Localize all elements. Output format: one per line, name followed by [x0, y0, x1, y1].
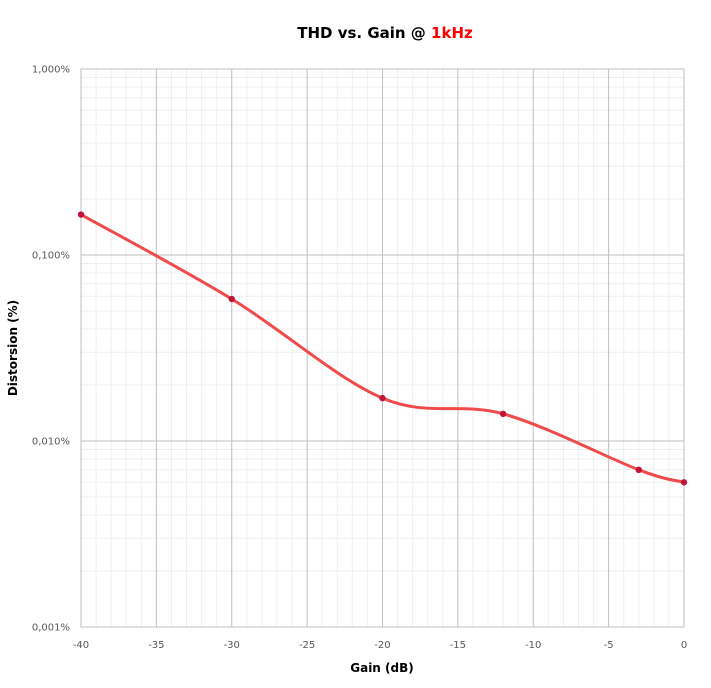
x-axis-title: Gain (dB) — [350, 661, 414, 675]
chart-title-highlight: 1kHz — [431, 24, 473, 42]
data-point — [680, 479, 688, 486]
data-point — [635, 466, 642, 474]
data-point — [379, 394, 386, 402]
plot-area — [80, 68, 685, 628]
x-tick-label: -5 — [604, 640, 614, 651]
series-line — [79, 213, 686, 484]
x-tick-label: -15 — [450, 640, 466, 651]
data-point — [499, 410, 507, 418]
y-tick-label: 1,000% — [32, 65, 70, 76]
x-tick-label: -20 — [374, 640, 390, 651]
x-tick-label: -35 — [148, 640, 164, 651]
data-point — [228, 295, 235, 303]
series-markers — [77, 211, 688, 486]
data-point — [77, 211, 85, 218]
x-tick-label: -40 — [73, 640, 89, 651]
chart-title-main: THD vs. Gain @ — [297, 24, 431, 42]
x-tick-label: -25 — [299, 640, 315, 651]
x-axis-ticks: -40 -35 -30 -25 -20 -15 -10 -5 0 — [73, 640, 687, 651]
y-axis-ticks: 0,001% 0,010% 0,100% 1,000% — [32, 65, 70, 634]
y-tick-label: 0,100% — [32, 251, 70, 262]
chart-title: THD vs. Gain @ 1kHz — [297, 24, 473, 42]
x-tick-label: 0 — [681, 640, 687, 651]
y-axis-title: Distorsion (%) — [6, 300, 20, 396]
y-tick-label: 0,001% — [32, 623, 70, 634]
x-tick-label: -10 — [525, 640, 541, 651]
y-tick-label: 0,010% — [32, 437, 70, 448]
x-tick-label: -30 — [224, 640, 240, 651]
minor-grid — [81, 69, 684, 627]
